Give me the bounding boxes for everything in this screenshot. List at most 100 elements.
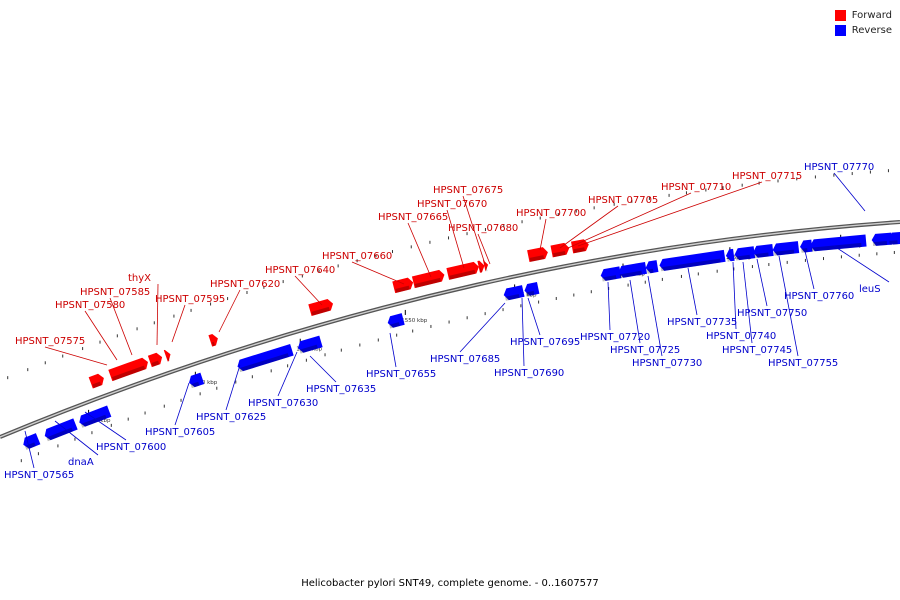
gene-leader-line bbox=[84, 310, 118, 361]
gene-leader-line bbox=[446, 209, 465, 269]
gene-leader-line bbox=[389, 332, 397, 368]
gene-leader-line bbox=[462, 195, 486, 265]
reverse-gene-label: HPSNT_07760 bbox=[784, 291, 854, 302]
gene-leader-line bbox=[647, 275, 663, 357]
gene-arrow-body bbox=[477, 260, 485, 273]
gene-arrow-body bbox=[734, 246, 756, 261]
forward-gene-label: HPSNT_07705 bbox=[588, 195, 658, 206]
reverse-gene-label: HPSNT_07605 bbox=[145, 427, 215, 438]
reverse-gene-arrow bbox=[734, 246, 756, 261]
reverse-gene-arrow bbox=[799, 239, 813, 253]
gene-arrow-shade bbox=[389, 322, 400, 329]
forward-gene-arrow bbox=[570, 239, 589, 254]
gene-leader-line bbox=[44, 346, 108, 366]
gene-leader-line bbox=[732, 261, 737, 330]
gene-arrow-body bbox=[503, 285, 525, 301]
forward-gene-label: HPSNT_07640 bbox=[265, 265, 335, 276]
reverse-gene-label: HPSNT_07755 bbox=[768, 358, 838, 369]
reverse-gene-arrow bbox=[237, 344, 294, 373]
gene-arrow-shade bbox=[80, 414, 107, 428]
gene-leader-line bbox=[171, 304, 186, 343]
gene-arrow-shade bbox=[525, 290, 535, 297]
reverse-gene-label: HPSNT_07635 bbox=[306, 384, 376, 395]
gene-arrow-body bbox=[446, 261, 479, 280]
gene-leader-line bbox=[54, 420, 99, 456]
forward-gene-label: HPSNT_07575 bbox=[15, 336, 85, 347]
gene-arrow-shade bbox=[211, 341, 216, 347]
gene-arrow-shade bbox=[889, 240, 898, 245]
gene-arrow-body bbox=[237, 344, 294, 372]
gene-leader-line bbox=[84, 411, 127, 441]
reverse-gene-label: HPSNT_07725 bbox=[610, 345, 680, 356]
reverse-gene-arrow bbox=[871, 232, 893, 247]
gene-leader-line bbox=[477, 233, 491, 265]
gene-leader-line bbox=[607, 281, 611, 331]
reverse-gene-label: HPSNT_07720 bbox=[580, 332, 650, 343]
reverse-gene-arrow bbox=[23, 433, 41, 450]
reverse-gene-arrow bbox=[189, 372, 205, 389]
reverse-gene-arrow bbox=[618, 261, 648, 279]
reverse-gene-label: HPSNT_07745 bbox=[722, 345, 792, 356]
forward-gene-arrow bbox=[527, 247, 548, 263]
reverse-gene-label: HPSNT_07565 bbox=[4, 470, 74, 481]
forward-gene-label: HPSNT_07710 bbox=[661, 182, 731, 193]
gene-arrow-shade bbox=[485, 267, 488, 272]
gene-leader-line bbox=[156, 283, 159, 346]
gene-arrow-shade bbox=[619, 270, 643, 279]
gene-arrow-body bbox=[79, 405, 112, 427]
forward-gene-label: HPSNT_07700 bbox=[516, 208, 586, 219]
legend-forward-label: Forward bbox=[851, 10, 892, 21]
gene-arrow-shade bbox=[239, 353, 289, 373]
forward-gene-arrow bbox=[147, 352, 163, 368]
gene-leader-line bbox=[567, 192, 692, 249]
gene-leader-line bbox=[407, 222, 432, 278]
gene-arrow-shade bbox=[167, 357, 170, 362]
gene-arrow-shade bbox=[801, 248, 808, 253]
forward-gene-label: HPSNT_07620 bbox=[210, 279, 280, 290]
gene-arrow-shade bbox=[395, 285, 410, 293]
gene-arrow-body bbox=[387, 313, 405, 328]
gene-arrow-body bbox=[618, 261, 648, 278]
forward-gene-arrow bbox=[446, 261, 479, 280]
reverse-gene-arrow bbox=[772, 241, 800, 256]
reverse-gene-arrow bbox=[44, 418, 78, 442]
gene-arrow-shade bbox=[646, 268, 654, 274]
gene-arrow-body bbox=[799, 239, 813, 253]
reverse-gene-arrow bbox=[79, 405, 112, 428]
gene-leader-line bbox=[294, 275, 323, 306]
reverse-gene-arrow bbox=[503, 285, 525, 301]
reverse-gene-label: leuS bbox=[859, 284, 881, 295]
gene-arrow-body bbox=[645, 260, 659, 274]
reverse-gene-label: HPSNT_07655 bbox=[366, 369, 436, 380]
gene-arrow-shade bbox=[505, 293, 520, 301]
reverse-gene-arrow bbox=[888, 231, 900, 245]
reverse-gene-label: HPSNT_07630 bbox=[248, 398, 318, 409]
gene-arrow-body bbox=[888, 231, 900, 245]
gene-arrow-body bbox=[659, 249, 726, 271]
gene-leader-line bbox=[309, 355, 337, 383]
gene-arrow-shade bbox=[552, 250, 566, 258]
gene-arrow-body bbox=[810, 234, 867, 252]
forward-gene-arrow bbox=[163, 349, 171, 362]
gene-leader-line bbox=[539, 218, 547, 251]
gene-arrow-body bbox=[308, 298, 334, 316]
gene-arrow-body bbox=[23, 433, 41, 449]
scale-tick-label: 1550 kbp bbox=[401, 318, 427, 324]
gene-arrow-shade bbox=[573, 247, 586, 254]
gene-arrow-shade bbox=[151, 360, 160, 367]
backbone-highlight bbox=[0, 221, 900, 438]
forward-gene-arrow bbox=[411, 269, 445, 289]
gene-arrow-shade bbox=[449, 269, 476, 280]
gene-arrow-shade bbox=[727, 257, 730, 262]
gene-arrow-body bbox=[411, 269, 445, 289]
gene-arrow-body bbox=[527, 247, 548, 263]
gene-leader-line bbox=[629, 279, 641, 344]
reverse-gene-arrow bbox=[600, 266, 622, 282]
gene-arrow-shade bbox=[773, 249, 795, 256]
gene-arrow-shade bbox=[311, 306, 330, 316]
gene-leader-line bbox=[521, 297, 525, 367]
gene-arrow-body bbox=[297, 335, 323, 353]
reverse-gene-arrow bbox=[387, 313, 405, 329]
reverse-gene-arrow bbox=[725, 248, 735, 262]
